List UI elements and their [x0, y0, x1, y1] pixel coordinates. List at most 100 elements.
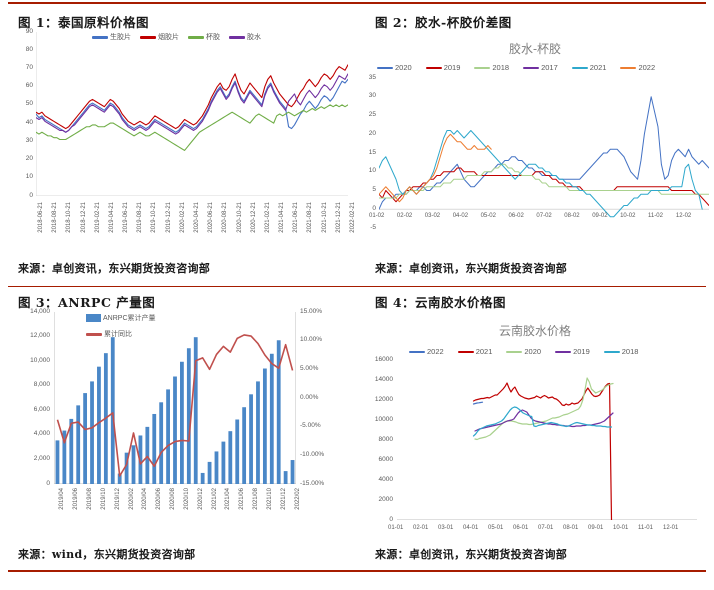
axis-tick-label: -5.00% [300, 422, 321, 430]
axis-tick-label: 2019/10 [100, 488, 107, 510]
legend-label: 烟胶片 [158, 34, 179, 41]
legend-item-2022[interactable]: 2022 [409, 348, 444, 356]
axis-tick-label: 07-01 [538, 525, 554, 531]
axis-tick-label: 2019-02-21 [94, 202, 101, 233]
figure-1-panel: 图 1：泰国原料价格图 生胶片 烟胶片 杯胶 胶水 [0, 8, 357, 286]
axis-tick-label: 2021/04 [225, 488, 232, 510]
figure-3-chart: ANRPC累计产量 累计同比 0 2,000 4,000 6,000 8,000 10,0… [8, 307, 352, 540]
axis-tick-label: 0 [372, 204, 376, 212]
legend-swatch-icon [425, 66, 442, 69]
axis-tick-label: 40 [25, 118, 33, 126]
axis-tick-label: 08-02 [564, 213, 580, 220]
axis-tick-label: 06-02 [508, 213, 524, 220]
figure-2-legend: 2020 2019 2018 2017 2021 [377, 64, 655, 72]
legend-swatch-icon [92, 36, 108, 39]
axis-tick-label: 09-01 [588, 525, 604, 531]
legend-item-2020[interactable]: 2020 [377, 64, 412, 72]
axis-tick-label: 2022-02-21 [350, 202, 356, 233]
axis-tick-label: 15 [368, 148, 376, 156]
axis-tick-label: 11-01 [638, 525, 653, 531]
figure-1-legend: 生胶片 烟胶片 杯胶 胶水 [92, 34, 261, 41]
legend-item-2020[interactable]: 2020 [506, 348, 541, 356]
axis-tick-label: 30 [25, 136, 33, 144]
legend-item-2021[interactable]: 2021 [457, 348, 492, 356]
axis-tick-label: 2020-06-21 [208, 202, 215, 233]
axis-tick-label: 2019/06 [73, 488, 80, 510]
axis-tick-label: 8,000 [33, 381, 50, 389]
axis-tick-label: -15.00% [300, 479, 325, 487]
figure-3-legend: ANRPC累计产量 累计同比 [86, 314, 156, 338]
legend-item-2018[interactable]: 2018 [603, 348, 638, 356]
axis-tick-label: 10 [25, 173, 33, 181]
legend-item-jiaoshui[interactable]: 胶水 [229, 34, 261, 41]
axis-tick-label: 2019-04-21 [108, 202, 115, 233]
axis-tick-label: -10.00% [300, 450, 325, 458]
axis-tick-label: 03-02 [424, 213, 441, 220]
legend-label: 2018 [492, 63, 510, 72]
axis-tick-label: 2019-10-21 [151, 202, 158, 233]
legend-item-yanjiaopian[interactable]: 烟胶片 [140, 34, 179, 41]
legend-item-2022[interactable]: 2022 [620, 64, 655, 72]
axis-tick-label: 0 [46, 479, 50, 487]
legend-swatch-icon [86, 314, 101, 322]
legend-swatch-icon [603, 350, 620, 353]
legend-swatch-icon [620, 66, 637, 69]
axis-tick-label: 10 [368, 167, 376, 175]
axis-tick-label: 30 [368, 92, 376, 100]
legend-item-2017[interactable]: 2017 [523, 64, 558, 72]
legend-swatch-icon [377, 66, 393, 69]
axis-tick-label: 60 [25, 82, 33, 90]
legend-item-2019[interactable]: 2019 [425, 64, 460, 72]
legend-item-shengjiaopian[interactable]: 生胶片 [92, 34, 131, 41]
axis-tick-label: 2020/04 [142, 488, 149, 510]
axis-tick-label: 10,000 [30, 356, 50, 364]
axis-tick-label: 12-02 [675, 213, 692, 220]
legend-item-anrpc-output[interactable]: ANRPC累计产量 [86, 314, 156, 322]
legend-swatch-icon [474, 66, 491, 69]
axis-tick-label: 2020-08-21 [222, 202, 229, 233]
legend-swatch-icon [506, 350, 523, 353]
legend-item-2019[interactable]: 2019 [555, 348, 590, 356]
legend-label: 生胶片 [110, 34, 131, 41]
axis-tick-label: 2020-02-21 [179, 202, 186, 233]
axis-tick-label: 06-01 [513, 525, 529, 531]
legend-swatch-icon [188, 36, 204, 39]
legend-swatch-icon [229, 36, 245, 39]
legend-item-2021[interactable]: 2021 [571, 64, 606, 72]
figure-2-plot-area [379, 78, 709, 228]
axis-tick-label: 25 [368, 111, 376, 118]
axis-tick-label: 2020/02 [128, 488, 135, 510]
axis-tick-label: 07-02 [536, 213, 552, 220]
figure-3-plot-area [54, 312, 296, 484]
axis-tick-label: 2,000 [33, 454, 50, 462]
axis-tick-label: 70 [25, 63, 33, 71]
axis-tick-label: 09-02 [592, 213, 608, 220]
legend-item-2018[interactable]: 2018 [474, 64, 509, 72]
axis-tick-label: 50 [25, 100, 33, 108]
figure-1-source: 来源：卓创资讯，东兴期货投资咨询部 [18, 262, 211, 275]
axis-tick-label: 2021-10-21 [321, 202, 328, 233]
figure-4-title: 图 4：云南胶水价格图 [375, 295, 507, 310]
figure-2-title: 图 2：胶水-杯胶价差图 [375, 15, 512, 30]
axis-tick-label: 10000 [374, 415, 393, 423]
axis-tick-label: 2021/08 [253, 488, 260, 510]
axis-tick-label: 04-01 [463, 525, 479, 531]
axis-tick-label: 02-01 [413, 525, 429, 531]
axis-tick-label: 2020-12-21 [250, 202, 257, 233]
axis-tick-label: 05-01 [488, 525, 504, 531]
legend-label: 2019 [573, 347, 590, 356]
axis-tick-label: 14,000 [30, 307, 50, 315]
axis-tick-label: 2021-08-21 [307, 202, 314, 233]
axis-tick-label: 01-02 [369, 213, 385, 220]
axis-tick-label: 2021-12-21 [335, 202, 342, 233]
legend-item-beijiao[interactable]: 杯胶 [188, 34, 220, 41]
bottom-rule [8, 570, 706, 572]
legend-label: 杯胶 [206, 34, 220, 41]
figure-3-source: 来源：wind，东兴期货投资咨询部 [18, 548, 196, 561]
axis-tick-label: 90 [25, 27, 33, 35]
legend-label: 2022 [638, 63, 656, 72]
legend-label: 2022 [427, 347, 444, 356]
legend-item-yoy[interactable]: 累计同比 [86, 331, 156, 338]
axis-tick-label: 20 [368, 129, 376, 137]
